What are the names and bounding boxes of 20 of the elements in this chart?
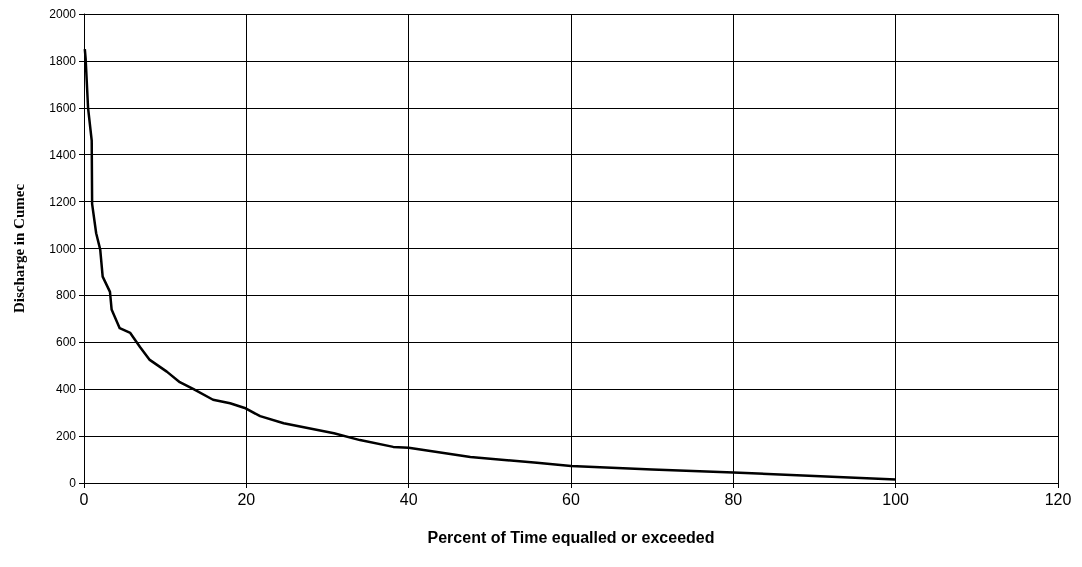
x-tick-label: 60 bbox=[562, 490, 580, 508]
y-tick-label: 200 bbox=[55, 429, 77, 444]
y-tick-label: 800 bbox=[55, 288, 77, 303]
y-tick-label: 2000 bbox=[49, 7, 77, 21]
y-tick-label: 400 bbox=[55, 382, 77, 397]
y-tick-label: 1200 bbox=[49, 194, 77, 209]
x-tick-label: 120 bbox=[1044, 490, 1072, 508]
x-tick-label: 80 bbox=[724, 490, 743, 508]
y-tick-label: 0 bbox=[69, 476, 77, 490]
x-tick-label: 40 bbox=[399, 490, 418, 508]
y-axis-title: Discharge in Cumec bbox=[10, 183, 27, 314]
y-tick-label: 1800 bbox=[49, 53, 77, 68]
x-tick-label: 100 bbox=[882, 490, 910, 508]
y-tick-label: 1400 bbox=[49, 147, 77, 162]
x-axis-title: Percent of Time equalled or exceeded bbox=[427, 528, 715, 546]
x-tick-label: 20 bbox=[237, 490, 256, 508]
y-tick-label: 1000 bbox=[49, 241, 77, 256]
x-tick-label: 0 bbox=[79, 490, 89, 508]
y-tick-label: 600 bbox=[55, 335, 77, 350]
y-tick-label: 1600 bbox=[49, 100, 77, 115]
